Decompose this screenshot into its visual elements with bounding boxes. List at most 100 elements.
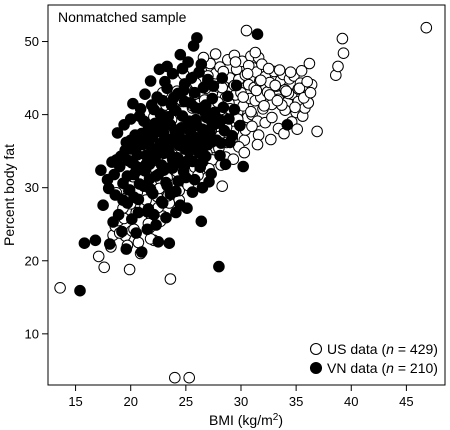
vn-data-point xyxy=(108,168,120,181)
vn-data-point xyxy=(174,48,187,61)
vn-data-point xyxy=(191,32,203,44)
us-data-point xyxy=(336,32,349,45)
us-data-point xyxy=(262,62,275,75)
vn-data-point xyxy=(110,154,123,166)
x-tick-label: 30 xyxy=(234,394,248,409)
vn-data-point xyxy=(154,108,167,121)
vn-data-point xyxy=(95,164,107,176)
vn-data-point xyxy=(207,80,220,92)
panel-label: Nonmatched sample xyxy=(58,9,187,25)
x-tick-label: 40 xyxy=(344,394,358,409)
vn-data-point xyxy=(132,206,145,219)
us-data-point xyxy=(237,91,249,103)
legend-us-label: US data (n = 429) xyxy=(327,341,438,357)
legend: US data (n = 429) VN data (n = 210) xyxy=(309,341,438,376)
us-data-point xyxy=(265,133,277,146)
y-tick-label: 10 xyxy=(25,326,39,341)
vn-data-point xyxy=(147,130,159,143)
vn-data-point xyxy=(156,122,169,135)
us-data-point xyxy=(311,125,323,138)
x-axis-title-suffix: ) xyxy=(278,412,283,428)
us-data-point xyxy=(284,66,297,78)
us-data-point xyxy=(271,94,284,107)
legend-us-marker xyxy=(309,342,323,356)
x-axis: 15 20 25 30 35 40 45 xyxy=(68,385,414,409)
vn-data-point xyxy=(138,115,150,127)
vn-data-point xyxy=(230,79,243,92)
us-data-point xyxy=(293,82,306,95)
vn-data-point xyxy=(219,158,232,171)
vn-data-point xyxy=(188,173,201,186)
vn-data-point xyxy=(116,225,128,238)
vn-data-point xyxy=(203,176,215,188)
us-data-point xyxy=(54,282,66,294)
vn-data-point xyxy=(198,105,211,117)
vn-data-point xyxy=(158,164,170,176)
vn-data-point xyxy=(139,88,151,100)
vn-data-point xyxy=(224,136,236,149)
vn-data-point xyxy=(151,148,163,160)
us-data-point xyxy=(169,371,181,384)
x-tick-label: 45 xyxy=(399,394,413,409)
us-data-point xyxy=(273,64,286,76)
us-data-point xyxy=(254,74,267,87)
vn-data-point xyxy=(163,237,176,249)
us-data-point xyxy=(92,250,105,263)
vn-data-point xyxy=(216,72,228,84)
vn-data-point xyxy=(120,243,133,255)
us-data-point xyxy=(304,86,317,99)
vn-data-point xyxy=(177,84,190,97)
vn-data-point xyxy=(78,237,91,249)
vn-data-point xyxy=(172,175,184,187)
y-axis-title: Percent body fat xyxy=(1,144,17,246)
vn-data-point xyxy=(237,160,249,173)
vn-data-point xyxy=(148,208,160,221)
vn-data-point xyxy=(228,103,241,116)
vn-data-point xyxy=(187,141,200,153)
us-data-point xyxy=(245,105,257,118)
vn-data-point xyxy=(135,246,148,258)
vn-data-point xyxy=(181,202,193,214)
vn-data-point xyxy=(102,182,115,195)
us-data-point xyxy=(251,138,264,151)
us-data-point xyxy=(216,180,228,192)
y-tick-label: 40 xyxy=(25,107,39,122)
vn-data-point xyxy=(128,191,140,203)
us-data-point xyxy=(209,48,222,60)
us-data-point xyxy=(289,101,301,114)
vn-data-point xyxy=(104,238,116,250)
vn-data-point xyxy=(152,236,165,248)
vn-data-point xyxy=(143,158,156,171)
us-data-point xyxy=(301,75,314,88)
us-data-point xyxy=(98,261,110,274)
vn-data-point xyxy=(144,75,157,87)
us-data-point xyxy=(295,65,308,77)
vn-data-point xyxy=(134,103,147,115)
x-tick-label: 35 xyxy=(289,394,303,409)
vn-data-point xyxy=(176,62,189,75)
vn-data-point xyxy=(121,170,134,182)
y-tick-label: 50 xyxy=(25,34,39,49)
vn-data-point xyxy=(159,75,171,88)
vn-data-point xyxy=(164,188,177,201)
vn-data-point xyxy=(161,60,173,73)
vn-data-point xyxy=(281,119,294,131)
vn-data-point xyxy=(123,143,136,155)
vn-data-point xyxy=(165,99,178,111)
us-data-point xyxy=(332,60,344,73)
vn-data-point xyxy=(213,260,225,273)
vn-data-point xyxy=(195,58,208,70)
us-data-point xyxy=(280,85,293,97)
vn-data-point xyxy=(111,127,124,139)
us-data-point xyxy=(229,56,242,68)
us-data-point xyxy=(249,46,262,59)
vn-data-point xyxy=(214,149,226,162)
vn-data-point xyxy=(156,197,169,209)
us-data-point xyxy=(250,84,263,97)
us-data-point xyxy=(252,129,265,141)
vn-data-point xyxy=(222,90,234,103)
vn-data-point xyxy=(130,160,142,173)
us-data-point xyxy=(263,89,276,101)
us-data-points xyxy=(54,21,433,384)
